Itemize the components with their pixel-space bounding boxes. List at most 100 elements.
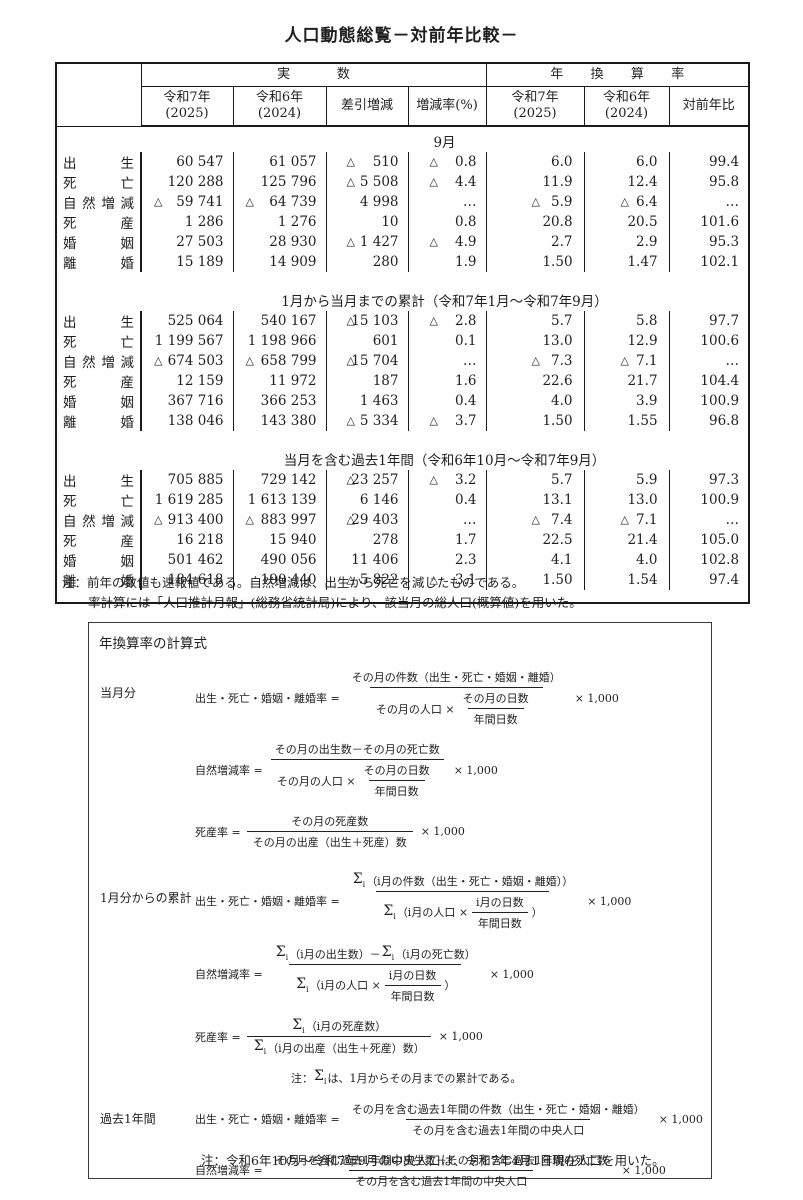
cell-value: 138 046 bbox=[140, 411, 233, 431]
cell-value: 1 463 bbox=[325, 391, 408, 411]
fraction-numerator: その月の死産数 bbox=[285, 813, 374, 831]
formula-group: 当月分 出生・死亡・婚姻・離婚率 = その月の件数（出生・死亡・婚姻・離婚） その月の… bbox=[89, 662, 711, 857]
formula-multiplier: × 1,000 bbox=[587, 894, 632, 908]
fraction-denominator: その月を含む過去1年間の中央人口 bbox=[406, 1118, 591, 1138]
header-column-row: 令和7年 (2025) 令和6年 (2024) 差引増減 増減率(%) 令和7年 (2025)… bbox=[56, 85, 750, 127]
row-label: 死産 bbox=[56, 530, 142, 550]
column-header: 令和6年 (2024) bbox=[232, 85, 327, 127]
fraction-numerator: Σi （i月の件数（出生・死亡・婚姻・離婚）） bbox=[346, 872, 580, 891]
section-gap-row bbox=[56, 272, 749, 285]
column-header-line2: (2024) bbox=[604, 105, 649, 121]
cell-value: 4.0 bbox=[485, 391, 585, 411]
column-header-line1: 令和7年 bbox=[163, 90, 211, 106]
formula-text: その月の出産（出生＋死産）数 bbox=[252, 836, 407, 849]
table-row: 婚姻 501 462 490 056 11 406 2.3 4.1 4.0 102.8 bbox=[56, 550, 750, 570]
sigma-symbol: Σi bbox=[292, 1016, 305, 1035]
triangle-decrease-mark: △ bbox=[245, 195, 254, 209]
triangle-decrease-mark: △ bbox=[429, 473, 438, 487]
table-row: 死亡 1 199 567 1 198 966 601 0.1 13.0 12.9 100.6 bbox=[56, 331, 750, 351]
fraction-denominator: 年間日数 bbox=[384, 984, 441, 1004]
table-row: 自然増減 △ 674 503 △ 658 799 △ 15 704… △ 7.3 △ 7.1… bbox=[56, 351, 750, 371]
column-header: 令和6年 (2024) bbox=[583, 85, 670, 127]
cell-value: 11 406 bbox=[325, 550, 408, 570]
cell-value: 95.8 bbox=[668, 172, 750, 192]
cell-value: 5.7 bbox=[485, 311, 585, 331]
cell-value: … bbox=[668, 510, 750, 530]
formula-lhs: 死産率 = bbox=[195, 825, 241, 839]
triangle-decrease-mark: △ bbox=[429, 414, 438, 428]
cell-value: 11 972 bbox=[232, 371, 326, 391]
column-header: 令和7年 (2025) bbox=[485, 85, 585, 127]
page-title: 人口動態総覧－対前年比較－ bbox=[284, 26, 519, 46]
formula-text: その月の人口 × bbox=[375, 702, 455, 716]
vital-statistics-table: 実数 年換算率 令和7年 (2025) 令和6年 (2024) 差引増減 増減率(%) 令和7年… bbox=[55, 62, 751, 604]
formula-multiplier: × 1,000 bbox=[453, 763, 498, 777]
cell-value: 490 056 bbox=[232, 550, 326, 570]
triangle-decrease-mark: △ bbox=[531, 354, 540, 368]
formula-text: （i月の出産（出生＋死産）数） bbox=[267, 1041, 425, 1055]
cell-value: 97.4 bbox=[668, 570, 750, 590]
table-header: 実数 年換算率 令和7年 (2025) 令和6年 (2024) 差引増減 増減率(%) 令和7年… bbox=[55, 62, 750, 127]
formula-lhs: 自然増減率 = bbox=[195, 1164, 263, 1178]
cell-value: 5.7 bbox=[485, 470, 585, 490]
column-header: 令和7年 (2025) bbox=[140, 85, 234, 127]
cell-value: 12.4 bbox=[583, 172, 670, 192]
fraction: その月を含む過去1年間の件数（出生・死亡・婚姻・離婚） その月を含む過去1年間の中… bbox=[346, 1101, 651, 1138]
row-label: 死亡 bbox=[56, 331, 142, 351]
triangle-decrease-mark: △ bbox=[346, 235, 355, 249]
fraction-numerator: i月の日数 bbox=[383, 967, 443, 985]
formula: 自然増減率 = Σi （i月の出生数）－ Σi （i月の死亡数） Σi （i月の人口 × i月… bbox=[195, 945, 534, 1004]
cell-value: 501 462 bbox=[140, 550, 233, 570]
formula-group-label: 1月分からの累計 bbox=[100, 891, 192, 905]
cell-value: 0.1 bbox=[407, 331, 487, 351]
formula-group: 過去1年間 出生・死亡・婚姻・離婚率 = その月を含む過去1年間の件数（出生・死亡・… bbox=[89, 1094, 711, 1200]
column-header-line1: 令和6年 bbox=[602, 90, 651, 106]
table-row: 死産 12 159 11 972 187 1.6 22.6 21.7 104.4 bbox=[56, 371, 750, 391]
formula-text: その月の件数（出生・死亡・婚姻・離婚） bbox=[351, 671, 561, 684]
formula-multiplier: × 1,000 bbox=[438, 1030, 483, 1044]
formula: 出生・死亡・婚姻・離婚率 = Σi （i月の件数（出生・死亡・婚姻・離婚）） Σi （i… bbox=[195, 872, 631, 931]
row-label: 離婚 bbox=[56, 411, 142, 431]
formula-text: i月の日数 bbox=[476, 895, 524, 909]
row-label: 婚姻 bbox=[56, 232, 142, 252]
formula-box-bottom-note: 注：令和6年10月～令和7年9月の中央人口は、令和7年4月1日現在人口を用いた。 bbox=[201, 1153, 665, 1168]
cell-value: △ 5.9 bbox=[485, 192, 585, 212]
fraction: Σi （i月の死産数） Σi （i月の出産（出生＋死産）数） bbox=[246, 1016, 431, 1057]
table-row: 死亡 1 619 285 1 613 139 6 146 0.4 13.1 13.0 100.… bbox=[56, 490, 750, 510]
fraction-numerator: i月の日数 bbox=[470, 894, 530, 912]
column-header-line1: 差引増減 bbox=[340, 97, 393, 113]
cell-value: 1 276 bbox=[232, 212, 326, 232]
cell-value: △ 3.1 bbox=[407, 570, 487, 590]
triangle-decrease-mark: △ bbox=[346, 155, 355, 169]
cell-value: 0.4 bbox=[407, 391, 487, 411]
sigma-symbol: Σi bbox=[296, 975, 309, 994]
section-caption-row: 9月 bbox=[56, 126, 749, 152]
section-gap-row bbox=[56, 431, 749, 444]
formula-lhs: 自然増減率 = bbox=[195, 764, 263, 777]
formula-text: 年間日数 bbox=[473, 713, 518, 726]
cell-value: 1.50 bbox=[485, 570, 585, 590]
cell-value: △ 1 427 bbox=[325, 232, 408, 252]
fraction: その月の件数（出生・死亡・婚姻・離婚） その月の人口 × その月の日数 年間日数 bbox=[346, 669, 567, 727]
cell-value: △ 5 334 bbox=[325, 411, 408, 431]
cell-value: 125 796 bbox=[232, 172, 326, 192]
cell-value: 97.3 bbox=[668, 470, 750, 490]
row-label: 婚姻 bbox=[56, 391, 142, 411]
fraction: その月を含む過去1年間の出生数－その月を含む過去1年間の死亡数 その月を含む過去1… bbox=[269, 1152, 614, 1189]
column-header-line2: (2025) bbox=[513, 105, 557, 121]
cell-value: △ 4.9 bbox=[407, 232, 487, 252]
formula-group-label: 過去1年間 bbox=[100, 1111, 156, 1126]
cell-value: 12 159 bbox=[140, 371, 233, 391]
formula-text: （i月の死亡数） bbox=[395, 947, 476, 961]
row-label: 自然増減 bbox=[56, 192, 142, 212]
cell-value: 4.0 bbox=[583, 550, 670, 570]
row-label: 死産 bbox=[56, 371, 142, 391]
row-label: 死産 bbox=[56, 212, 142, 232]
fraction-denominator: その月の人口 × その月の日数 年間日数 bbox=[270, 759, 444, 799]
formula-text: 年間日数 bbox=[374, 785, 419, 798]
formula-text: （i月の死産数） bbox=[305, 1020, 387, 1034]
fraction-numerator: Σi （i月の出生数）－ Σi （i月の死亡数） bbox=[269, 945, 482, 964]
cell-value: 21.7 bbox=[583, 371, 670, 391]
cell-value: 27 503 bbox=[140, 232, 233, 252]
formula-text: その月の日数 bbox=[363, 764, 430, 777]
